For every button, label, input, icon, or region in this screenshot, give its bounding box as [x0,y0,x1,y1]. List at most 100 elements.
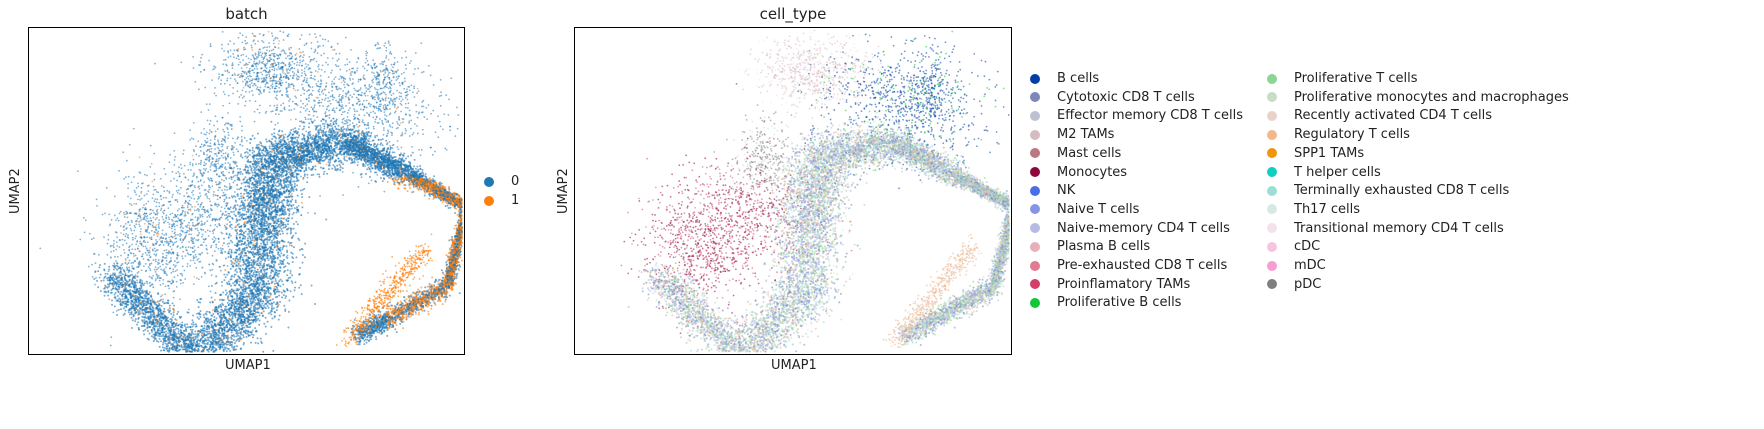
scatter-point [291,60,294,63]
scatter-point [118,246,121,249]
scatter-point [182,153,184,155]
scatter-point [119,302,122,305]
scatter-point [254,100,257,103]
scatter-point [205,331,208,334]
scatter-point [316,85,318,87]
scatter-point [389,86,391,88]
scatter-point [339,88,342,90]
scatter-point [128,245,131,248]
scatter-point [322,105,324,108]
scatter-point [394,110,397,113]
scatter-point [320,101,323,104]
scatter-point [316,116,319,119]
scatter-point [133,224,136,227]
scatter-point [396,89,399,92]
scatter-point [186,211,189,214]
scatter-point [250,82,253,84]
scatter-point [216,194,219,197]
scatter-point [251,94,254,96]
scatter-point [386,134,388,137]
scatter-point [135,223,138,226]
scatter-point [192,343,195,346]
scatter-point [243,48,245,51]
scatter-point [275,64,278,67]
scatter-point [225,186,228,189]
scatter-point [289,57,292,60]
scatter-point [132,295,135,298]
scatter-point [266,60,269,63]
scatter-point [161,232,164,235]
scatter-point [190,229,193,232]
scatter-point [312,58,315,61]
scatter-point [445,148,448,151]
scatter-point [209,186,212,189]
scatter-point [279,110,282,112]
scatter-point [84,219,87,222]
scatter-point [39,247,42,250]
scatter-point [282,102,285,105]
scatter-point [211,160,214,163]
scatter-point [175,240,178,243]
scatter-point [232,349,235,352]
scatter-point [204,139,206,142]
scatter-point [141,206,144,209]
scatter-point [224,123,226,126]
scatter-point [242,59,245,61]
scatter-point [335,107,338,110]
scatter-point [400,146,403,149]
scatter-point [218,241,220,243]
scatter-point [182,281,184,284]
scatter-point [205,131,208,134]
scatter-point [376,83,378,86]
scatter-point [368,102,370,105]
scatter-point [158,279,161,282]
scatter-point [190,184,192,187]
scatter-point [179,226,182,229]
scatter-point [389,91,391,94]
scatter-point [173,228,176,231]
scatter-point [120,281,123,284]
scatter-point [389,83,392,86]
scatter-point [178,192,181,195]
scatter-point [261,73,264,76]
scatter-point [154,319,157,322]
scatter-point [351,122,354,125]
scatter-point [162,310,165,313]
scatter-point [324,111,327,113]
scatter-point [362,108,365,111]
scatter-point [254,84,257,87]
scatter-point [133,176,135,178]
scatter-point [288,109,291,112]
scatter-point [285,68,288,71]
scatter-point [205,192,208,195]
scatter-point [291,83,293,85]
scatter-point [214,148,217,150]
scatter-point [244,42,247,45]
scatter-point [287,84,290,87]
scatter-point [313,119,316,122]
scatter-point [158,317,161,320]
scatter-point [146,185,149,187]
scatter-point [218,181,221,183]
scatter-point [203,161,206,164]
scatter-point [274,37,276,40]
scatter-point [317,89,320,92]
scatter-point [258,48,261,51]
scatter-point [319,126,322,128]
scatter-point [116,236,118,239]
scatter-point [298,64,301,67]
scatter-point [152,333,155,336]
scatter-point [176,256,179,259]
scatter-point [116,256,119,258]
scatter-point [284,73,287,76]
scatter-point [138,210,141,213]
scatter-point [177,170,180,173]
scatter-point [367,123,369,126]
scatter-point [206,341,209,344]
scatter-point [189,129,192,132]
scatter-point [142,312,145,315]
scatter-point [230,234,232,237]
scatter-point [124,309,127,312]
scatter-point [363,105,366,108]
scatter-point [254,62,257,65]
